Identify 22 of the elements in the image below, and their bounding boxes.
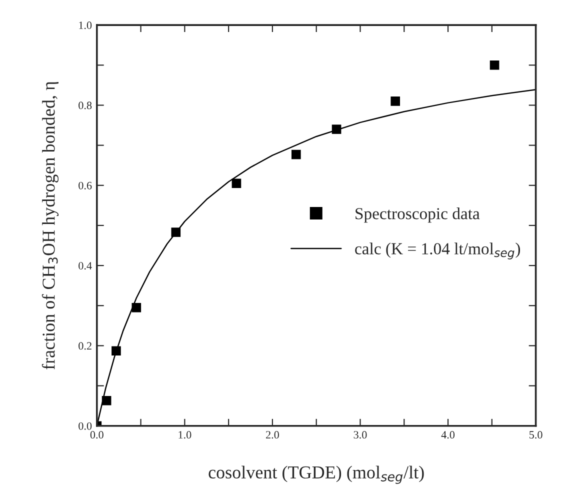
x-tick-label: 3.0 [354, 431, 367, 439]
x-tick-label: 5.0 [530, 431, 542, 439]
legend-label: Spectroscopic data [356, 208, 480, 223]
point [490, 60, 500, 70]
y-tick-label: 0.0 [78, 422, 92, 430]
x-tick-label: 0.0 [90, 431, 104, 439]
y-axis-title: fraction of CH$_{3}$OH hydrogen bonded, η [42, 82, 59, 370]
legend-label: calc (K = 1.04 lt/mol$_{seg}$) [355, 242, 520, 260]
x-axis-title: cosolvent (TGDE) (mol$_{seg}$/lt) [208, 466, 424, 484]
x-tick-label: 4.0 [441, 431, 455, 439]
point [132, 302, 142, 312]
x-tick-label: 2.0 [266, 431, 279, 439]
x-tick-label: 1.0 [178, 431, 192, 439]
y-tick-label: 0.2 [78, 342, 92, 350]
point [292, 150, 301, 160]
y-tick-label: 0.6 [78, 182, 92, 190]
point [390, 96, 400, 106]
point [232, 178, 242, 188]
y-tick-label: 0.8 [78, 102, 92, 110]
point [112, 346, 121, 356]
y-tick-label: 0.4 [78, 262, 92, 270]
y-tick-label: 1.0 [79, 22, 92, 30]
